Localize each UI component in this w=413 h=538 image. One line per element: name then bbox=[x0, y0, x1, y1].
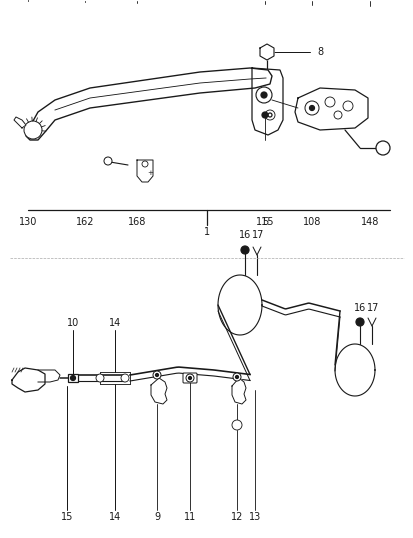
Text: 14: 14 bbox=[109, 512, 121, 522]
Text: 16: 16 bbox=[353, 303, 365, 313]
Circle shape bbox=[375, 141, 389, 155]
Text: 130: 130 bbox=[19, 217, 37, 227]
Circle shape bbox=[355, 318, 363, 326]
FancyBboxPatch shape bbox=[183, 373, 197, 383]
Circle shape bbox=[70, 376, 75, 380]
Circle shape bbox=[155, 373, 158, 377]
Text: 11: 11 bbox=[183, 512, 196, 522]
Circle shape bbox=[233, 373, 240, 381]
Text: 16: 16 bbox=[238, 230, 251, 240]
Circle shape bbox=[121, 374, 129, 382]
Text: 115: 115 bbox=[255, 217, 273, 227]
Text: +: + bbox=[147, 170, 152, 176]
Circle shape bbox=[185, 374, 194, 382]
Circle shape bbox=[333, 111, 341, 119]
Circle shape bbox=[142, 161, 147, 167]
Bar bbox=[68, 374, 78, 382]
Polygon shape bbox=[151, 378, 166, 404]
Text: 162: 162 bbox=[76, 217, 94, 227]
Text: 8: 8 bbox=[316, 47, 322, 57]
Polygon shape bbox=[38, 370, 60, 382]
Polygon shape bbox=[231, 378, 245, 404]
Circle shape bbox=[104, 157, 112, 165]
Text: 168: 168 bbox=[128, 217, 146, 227]
Text: 14: 14 bbox=[109, 318, 121, 328]
Circle shape bbox=[240, 246, 248, 254]
Text: 17: 17 bbox=[251, 230, 263, 240]
Polygon shape bbox=[14, 117, 26, 128]
Circle shape bbox=[304, 101, 318, 115]
Circle shape bbox=[24, 121, 42, 139]
Circle shape bbox=[231, 420, 242, 430]
Text: 108: 108 bbox=[302, 217, 320, 227]
Circle shape bbox=[235, 376, 238, 379]
Text: 12: 12 bbox=[230, 512, 242, 522]
Circle shape bbox=[261, 112, 267, 118]
Text: 10: 10 bbox=[67, 318, 79, 328]
Polygon shape bbox=[12, 368, 45, 392]
Polygon shape bbox=[137, 160, 153, 182]
Polygon shape bbox=[294, 88, 367, 130]
Circle shape bbox=[153, 371, 161, 379]
Circle shape bbox=[324, 97, 334, 107]
Circle shape bbox=[267, 113, 271, 117]
Polygon shape bbox=[26, 68, 271, 140]
Polygon shape bbox=[252, 68, 282, 135]
Circle shape bbox=[342, 101, 352, 111]
Circle shape bbox=[255, 87, 271, 103]
Polygon shape bbox=[259, 44, 273, 60]
Circle shape bbox=[96, 374, 104, 382]
Text: 148: 148 bbox=[360, 217, 378, 227]
Circle shape bbox=[260, 92, 266, 98]
Circle shape bbox=[264, 110, 274, 120]
Text: 17: 17 bbox=[366, 303, 378, 313]
Text: 5: 5 bbox=[261, 217, 268, 227]
Text: 1: 1 bbox=[204, 227, 209, 237]
Text: 13: 13 bbox=[248, 512, 261, 522]
Text: 9: 9 bbox=[154, 512, 160, 522]
Circle shape bbox=[309, 105, 314, 110]
Text: 15: 15 bbox=[61, 512, 73, 522]
Circle shape bbox=[188, 377, 191, 379]
